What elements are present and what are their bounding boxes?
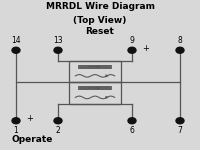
Circle shape (12, 47, 20, 53)
Circle shape (128, 47, 136, 53)
Circle shape (54, 118, 62, 124)
Text: Reset: Reset (86, 27, 114, 36)
Text: +: + (142, 44, 149, 53)
Circle shape (128, 118, 136, 124)
Circle shape (54, 47, 62, 53)
Text: 1: 1 (14, 126, 18, 135)
Bar (69, 82, 121, 103)
Text: 2: 2 (56, 126, 60, 135)
Text: 9: 9 (130, 36, 134, 45)
Circle shape (12, 118, 20, 124)
Text: (Top View): (Top View) (73, 16, 127, 25)
Text: 8: 8 (178, 36, 182, 45)
Text: 14: 14 (11, 36, 21, 45)
Text: Operate: Operate (11, 135, 53, 144)
Text: +: + (26, 114, 33, 123)
Circle shape (176, 47, 184, 53)
Text: MRRDL Wire Diagram: MRRDL Wire Diagram (46, 2, 154, 11)
Circle shape (176, 118, 184, 124)
Text: 7: 7 (178, 126, 182, 135)
Text: 6: 6 (130, 126, 134, 135)
Bar (69, 61, 121, 82)
Text: 13: 13 (53, 36, 63, 45)
